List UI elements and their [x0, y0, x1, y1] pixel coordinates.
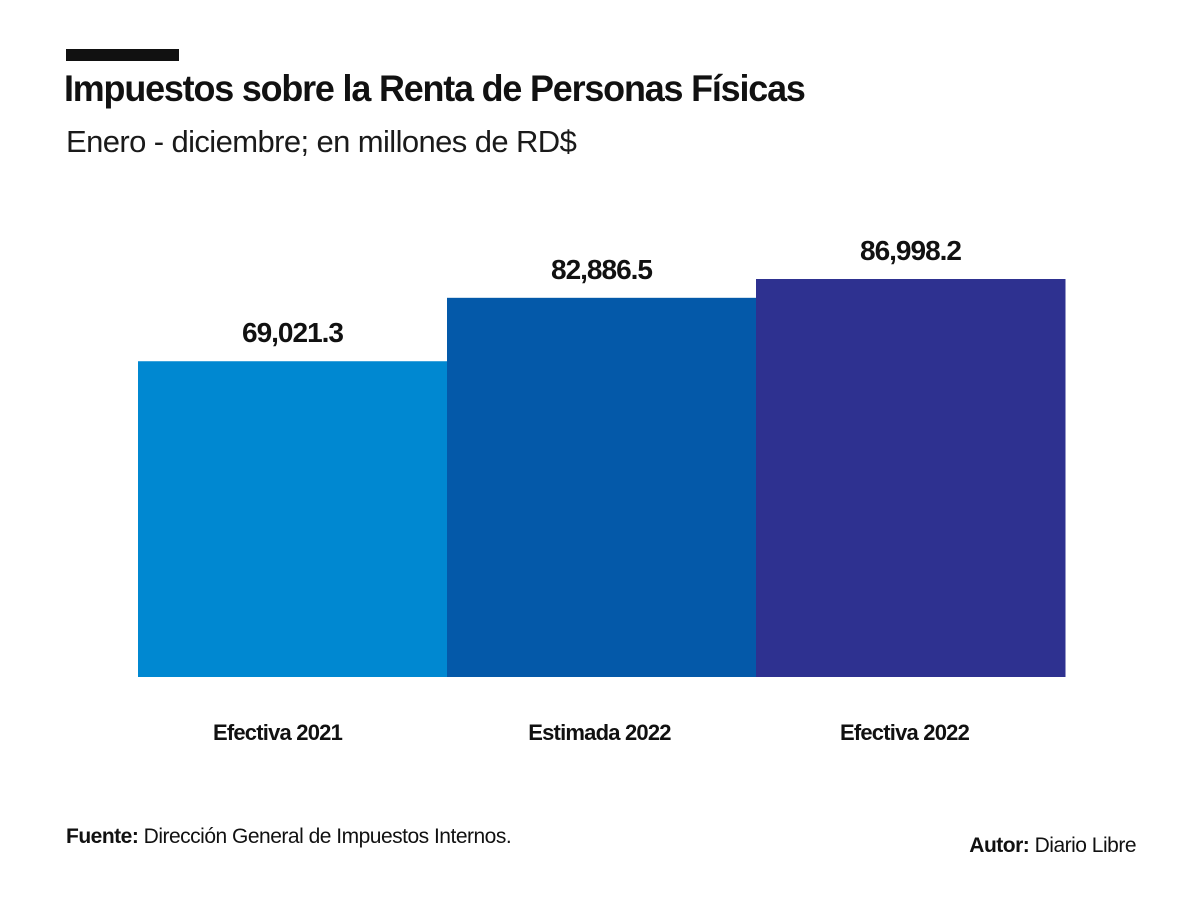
value-labels-group: 69,021.3 82,886.5 86,998.2	[242, 235, 962, 348]
category-label-3: Efectiva 2022	[840, 720, 970, 745]
bars-group	[138, 279, 1066, 677]
value-label-2: 82,886.5	[551, 254, 652, 285]
chart-subtitle: Enero - diciembre; en millones de RD$	[66, 124, 577, 159]
value-label-1: 69,021.3	[242, 317, 343, 348]
category-label-1: Efectiva 2021	[213, 720, 343, 745]
bar-1	[138, 361, 448, 677]
category-label-2: Estimada 2022	[528, 720, 671, 745]
source-note: Fuente: Dirección General de Impuestos I…	[66, 825, 512, 849]
author-text: Diario Libre	[1029, 834, 1137, 857]
bar-3	[756, 279, 1066, 677]
source-text: Dirección General de Impuestos Internos.	[138, 825, 512, 848]
title-accent-bar	[66, 49, 179, 61]
author-note: Autor: Diario Libre	[969, 834, 1136, 858]
bar-2	[447, 297, 757, 677]
source-label: Fuente:	[66, 825, 139, 848]
value-label-3: 86,998.2	[860, 235, 961, 266]
author-label: Autor:	[969, 834, 1030, 857]
chart-title: Impuestos sobre la Renta de Personas Fís…	[64, 68, 806, 109]
category-labels-group: Efectiva 2021 Estimada 2022 Efectiva 2022	[213, 720, 970, 745]
